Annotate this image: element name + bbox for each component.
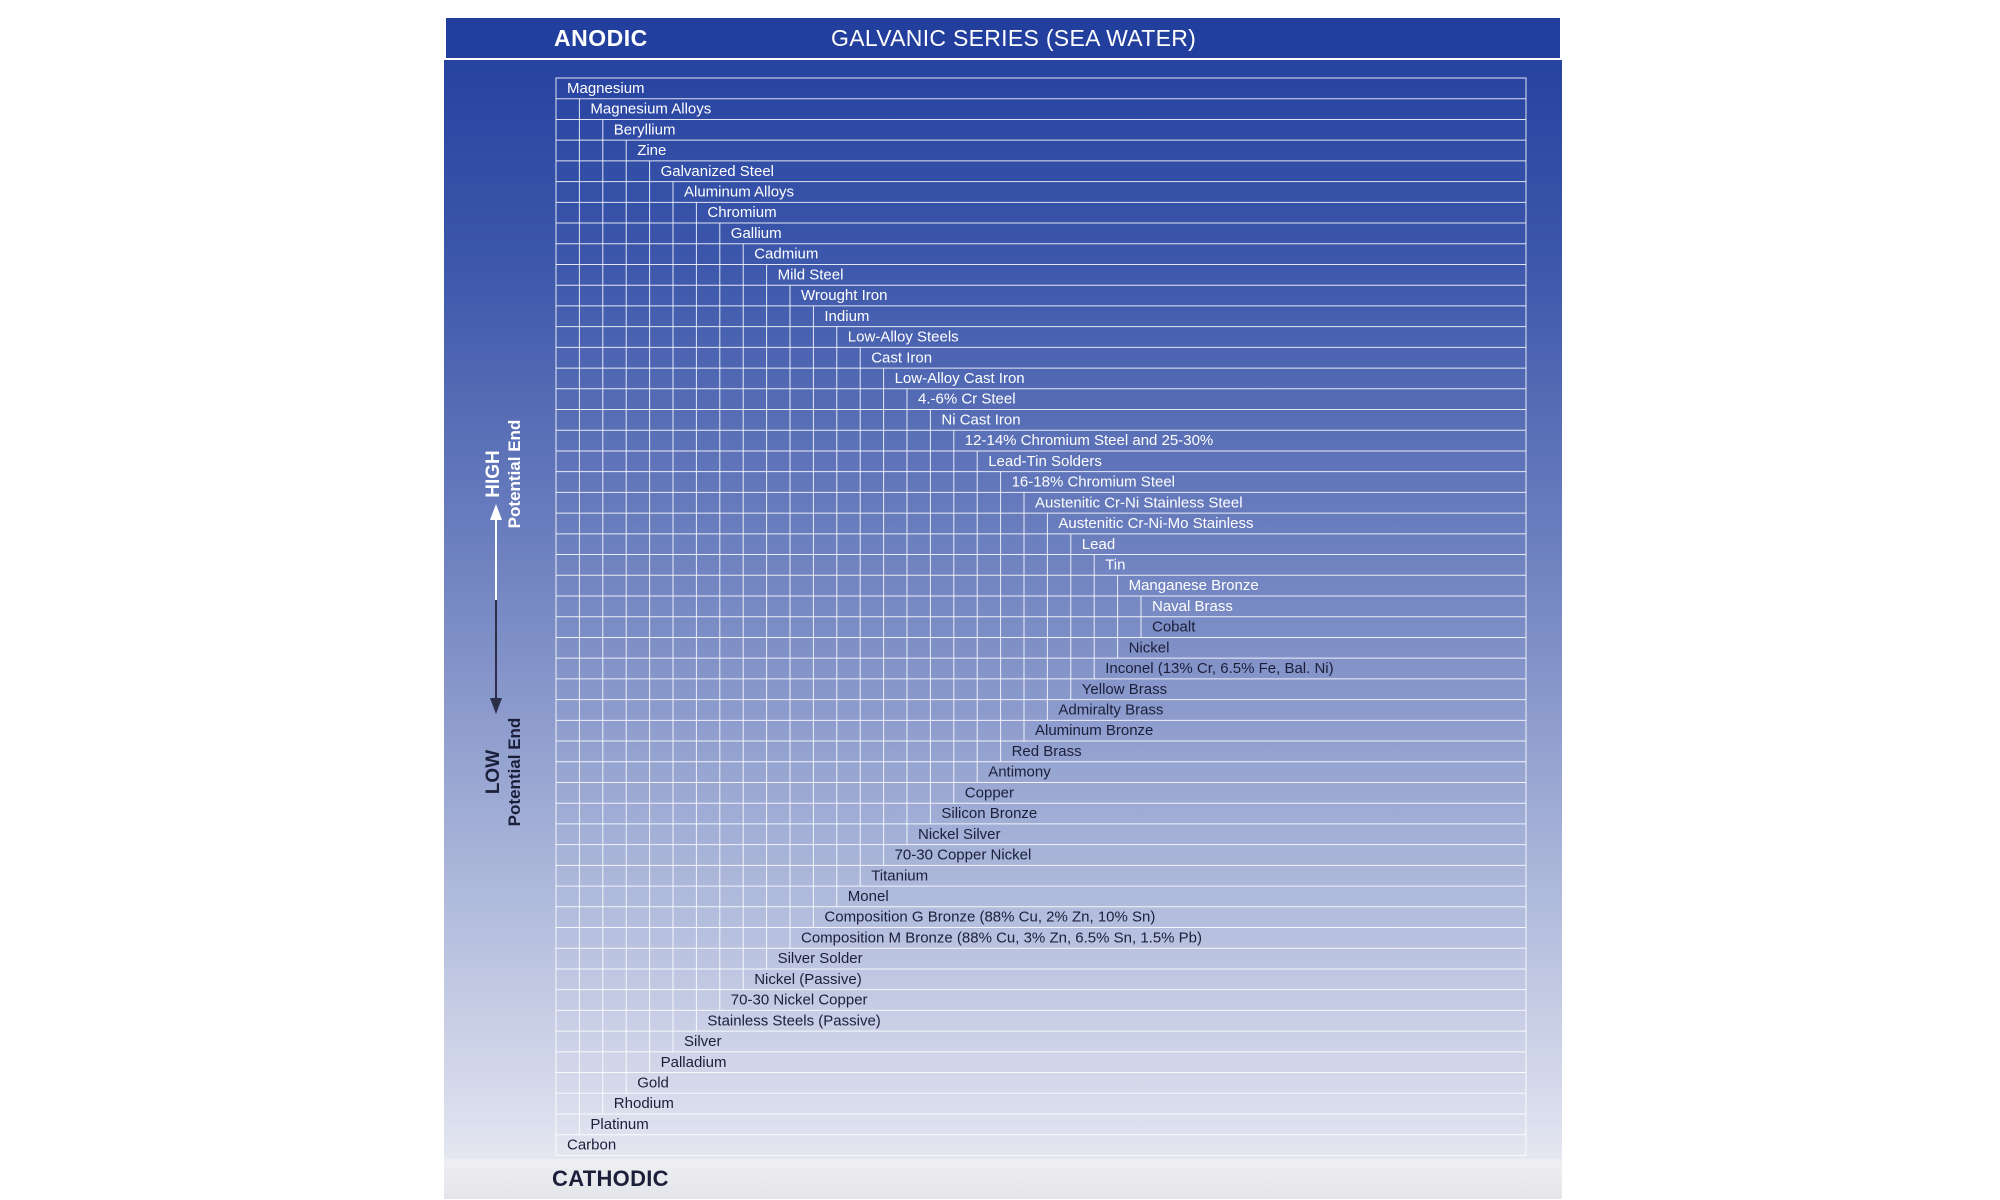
material-label: Rhodium	[614, 1095, 674, 1112]
material-label: Monel	[848, 888, 889, 905]
material-label: Nickel Silver	[918, 826, 1001, 843]
material-label: 16-18% Chromium Steel	[1012, 474, 1175, 491]
material-label: Gallium	[731, 225, 782, 242]
material-label: Silicon Bronze	[941, 805, 1037, 822]
chart-title: GALVANIC SERIES (SEA WATER)	[831, 25, 1197, 51]
material-label: 70-30 Copper Nickel	[895, 847, 1032, 864]
material-label: Composition G Bronze (88% Cu, 2% Zn, 10%…	[824, 909, 1155, 926]
high-label: HIGH	[483, 450, 504, 498]
material-label: Titanium	[871, 867, 928, 884]
material-label: Low-Alloy Cast Iron	[895, 370, 1025, 387]
anodic-label: ANODIC	[554, 25, 648, 51]
material-label: Low-Alloy Steels	[848, 329, 959, 346]
material-label: Stainless Steels (Passive)	[707, 1012, 880, 1029]
material-label: Copper	[965, 784, 1014, 801]
material-label: 4.-6% Cr Steel	[918, 391, 1016, 408]
high-sub-label: Potential End	[505, 419, 524, 529]
material-label: Zine	[637, 142, 666, 159]
header-bar: ANODIC GALVANIC SERIES (SEA WATER)	[444, 16, 1562, 60]
material-label: Aluminum Alloys	[684, 184, 794, 201]
material-label: Nickel (Passive)	[754, 971, 862, 988]
material-label: Gold	[637, 1074, 669, 1091]
material-label: 70-30 Nickel Copper	[731, 992, 868, 1009]
material-label: Lead-Tin Solders	[988, 453, 1102, 470]
material-label: Galvanized Steel	[661, 163, 774, 180]
low-sub-label: Potential End	[505, 717, 524, 827]
material-label: Silver Solder	[778, 950, 863, 967]
material-label: Yellow Brass	[1082, 681, 1167, 698]
low-potential-label: LOW Potential End	[483, 718, 525, 827]
material-label: Carbon	[567, 1137, 616, 1154]
material-label: Magnesium Alloys	[590, 101, 711, 118]
material-label: Wrought Iron	[801, 287, 887, 304]
footer-bar: CATHODIC	[444, 1159, 1562, 1199]
material-label: Nickel	[1129, 639, 1170, 656]
material-label: Palladium	[661, 1054, 727, 1071]
material-label: 12-14% Chromium Steel and 25-30%	[965, 432, 1213, 449]
low-label: LOW	[483, 749, 504, 795]
material-label: Naval Brass	[1152, 598, 1233, 615]
cathodic-label: CATHODIC	[552, 1166, 669, 1191]
material-label: Austenitic Cr-Ni-Mo Stainless	[1058, 515, 1253, 532]
arrow-down-icon	[490, 698, 502, 714]
material-label: Red Brass	[1012, 743, 1082, 760]
material-label: Lead	[1082, 536, 1115, 553]
material-label: Inconel (13% Cr, 6.5% Fe, Bal. Ni)	[1105, 660, 1333, 677]
material-label: Chromium	[707, 204, 776, 221]
material-label: Admiralty Brass	[1058, 702, 1163, 719]
material-label: Beryllium	[614, 121, 676, 138]
material-label: Manganese Bronze	[1129, 577, 1259, 594]
high-potential-label: HIGH Potential End	[483, 420, 525, 529]
galvanic-series-panel: ANODIC GALVANIC SERIES (SEA WATER) CATHO…	[444, 16, 1562, 1199]
material-label: Ni Cast Iron	[941, 411, 1020, 428]
material-label: Mild Steel	[778, 266, 844, 283]
arrow-up-icon	[490, 504, 502, 520]
material-label: Platinum	[590, 1116, 648, 1133]
material-label: Cobalt	[1152, 619, 1196, 636]
material-label: Silver	[684, 1033, 722, 1050]
material-label: Aluminum Bronze	[1035, 722, 1153, 739]
material-label: Tin	[1105, 556, 1125, 573]
material-label: Magnesium	[567, 80, 645, 97]
material-label: Indium	[824, 308, 869, 325]
material-label: Antimony	[988, 764, 1051, 781]
material-label: Cast Iron	[871, 349, 932, 366]
material-label: Austenitic Cr-Ni Stainless Steel	[1035, 494, 1243, 511]
material-label: Composition M Bronze (88% Cu, 3% Zn, 6.5…	[801, 929, 1202, 946]
material-label: Cadmium	[754, 246, 818, 263]
